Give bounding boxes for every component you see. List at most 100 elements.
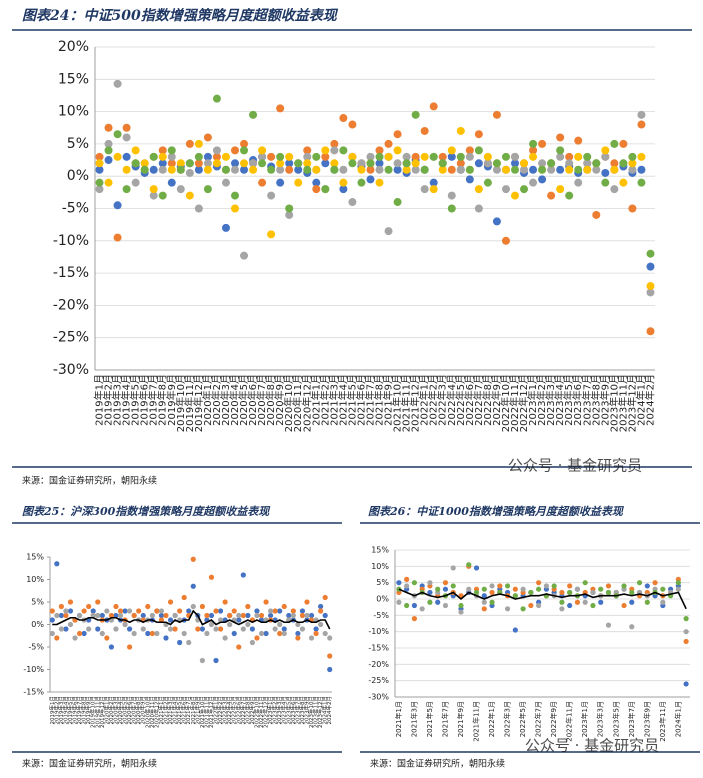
dot [322,612,328,619]
dot [195,626,201,632]
y-tick-label: 10% [26,575,44,584]
dot [582,580,588,586]
dot [213,657,219,664]
dot [567,583,573,589]
dot [240,626,246,632]
dot [199,603,205,610]
x-tick-label: 2020年5月 [121,696,129,725]
x-tick-label: 2022年9月 [248,696,256,725]
x-tick-label: 2021年3月 [166,696,174,725]
dot [54,561,60,567]
dot [601,152,610,161]
x-tick-label: 2023年4月 [280,696,288,725]
dot [108,612,115,619]
x-tick-label: 2021年7月 [184,696,192,725]
dot [583,165,592,174]
dot [208,621,215,628]
x-tick-label: 2021年11月 [400,374,413,432]
dot [194,152,203,161]
x-tick-label: 2020年9月 [139,696,147,725]
dot [217,626,224,632]
x-tick-label: 2019年8月 [80,696,88,725]
dot [267,152,276,161]
dot [222,635,228,641]
dot [529,165,538,174]
x-tick-label: 2022年2月 [427,374,440,426]
dot [489,589,495,596]
dot [276,159,285,168]
y-tick-label: -30% [368,693,389,702]
dot [90,608,96,614]
dot [81,608,87,614]
dot [276,152,285,161]
x-tick-label: 2021年3月 [327,374,340,426]
dot [538,159,547,168]
dot [149,612,155,619]
dot [108,644,115,650]
dot [411,159,420,168]
dot [258,612,265,619]
dot [601,168,610,177]
dot [131,630,137,637]
dot [474,185,483,194]
dot [644,599,650,605]
dot [131,178,140,187]
y-tick-label: -10% [368,627,389,636]
dot [245,621,251,628]
x-tick-label: 2021年5月 [345,374,358,426]
dot [113,201,122,210]
x-tick-label: 2023年1月 [266,696,274,725]
dot [565,152,574,161]
dot [357,178,366,187]
dot [547,165,556,174]
dot [254,635,260,641]
dot [592,165,601,174]
dot [54,635,60,641]
dot [619,139,628,148]
dot [185,191,194,200]
x-tick-label: 2023年5月 [284,696,292,725]
dot [384,165,393,174]
dot [629,624,635,630]
dot [203,152,212,161]
x-tick-label: 2019年2月 [52,696,60,725]
dot [126,626,133,632]
dot [538,175,547,184]
dot [559,606,565,612]
dot [427,599,433,605]
x-tick-label: 2021年11月 [202,696,210,728]
dot [140,626,146,632]
dot [411,602,418,609]
x-tick-label: 2023年7月 [627,701,636,737]
dot [236,644,242,650]
dot [348,152,357,161]
dot [117,612,124,619]
dot [404,583,410,589]
dot [501,152,510,161]
source: 来源：国金证券研究所，朝阳永续 [22,758,157,770]
dot [145,603,151,610]
dot [49,630,55,637]
dot [465,175,474,184]
dot [131,159,140,168]
dot [113,233,122,242]
dot [327,653,333,659]
y-tick-label: -25% [53,330,89,346]
dot [277,630,283,637]
dot [63,608,69,614]
dot [646,262,655,271]
dot [240,159,249,168]
dot [447,191,456,200]
dot [212,94,221,103]
dot [393,146,402,155]
x-tick-label: 2023年11月 [616,374,629,432]
x-tick-label: 2020年11月 [148,696,156,728]
dot [536,602,542,609]
dot [404,576,410,583]
dot [628,165,637,174]
x-tick-label: 2019年2月 [102,374,115,426]
dot [420,185,429,194]
x-tick-label: 2022年9月 [549,701,558,737]
x-tick-label: 2023年9月 [302,696,310,725]
dot [466,586,472,592]
